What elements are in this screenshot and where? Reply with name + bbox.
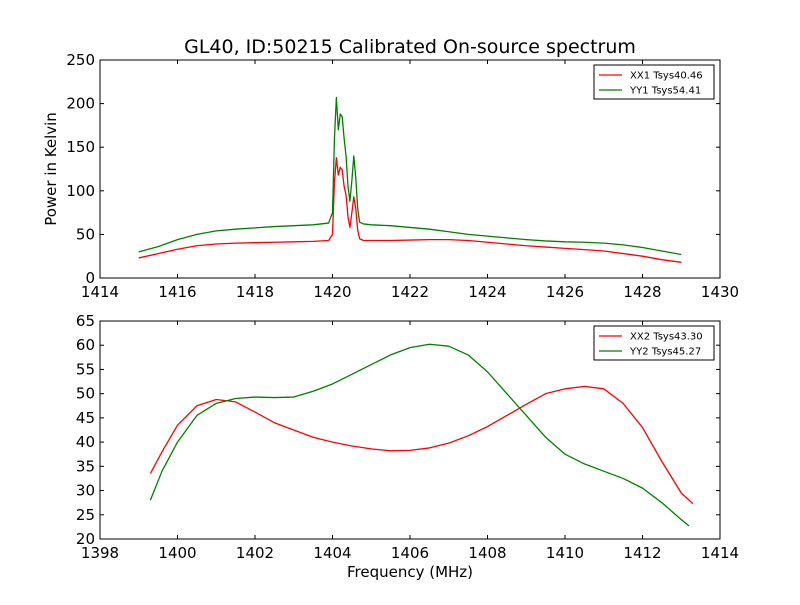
x-tick-label: 1400: [158, 544, 196, 562]
y-tick-label: 65: [76, 312, 95, 330]
x-tick-label: 1422: [391, 283, 429, 301]
y-axis-label: Power in Kelvin: [42, 112, 60, 226]
x-tick-label: 1416: [158, 283, 196, 301]
series-line-1: [149, 385, 694, 505]
x-tick-label: 1414: [81, 283, 119, 301]
x-tick-label: 1418: [236, 283, 274, 301]
legend-entry: XX1 Tsys40.46: [630, 71, 703, 82]
y-tick-label: 60: [76, 336, 95, 354]
chart-1: 1414 1416 1418 1420 1422 1424 1426 1428 1430 0 50 1…: [42, 51, 739, 301]
y-tick-label: 250: [66, 51, 95, 69]
chart-title: GL40, ID:50215 Calibrated On-source spec…: [184, 36, 636, 58]
y-tick-label: 50: [76, 385, 95, 403]
x-tick-label: 1410: [546, 544, 584, 562]
x-tick-label: 1408: [468, 544, 506, 562]
legend-box: [593, 325, 715, 361]
x-tick-label: 1430: [701, 283, 739, 301]
legend: XX1 Tsys40.46 YY1 Tsys54.41: [593, 64, 715, 100]
x-tick-label: 1428: [623, 283, 661, 301]
legend-entry: XX2 Tsys43.30: [630, 332, 703, 343]
x-tick-label: 1406: [391, 544, 429, 562]
x-tick-label: 1420: [313, 283, 351, 301]
legend-entry: YY1 Tsys54.41: [629, 86, 701, 97]
y-tick-label: 0: [85, 269, 95, 287]
x-tick-label: 1414: [701, 544, 739, 562]
series-line-1: [138, 157, 682, 263]
y-tick-label: 40: [76, 433, 95, 451]
series-line-2: [138, 96, 682, 256]
legend-entry: YY2 Tsys45.27: [629, 347, 701, 358]
chart-2: 1398 1400 1402 1404 1406 1408 1410 1412 1414 20 25…: [76, 312, 739, 581]
x-tick-label: 1404: [313, 544, 351, 562]
x-tick-label: 1424: [468, 283, 506, 301]
x-tick-label: 1426: [546, 283, 584, 301]
y-tick-label: 150: [66, 138, 95, 156]
y-tick-label: 50: [76, 225, 95, 243]
y-tick-label: 30: [76, 482, 95, 500]
y-tick-label: 35: [76, 457, 95, 475]
x-tick-label: 1402: [236, 544, 274, 562]
y-tick-label: 55: [76, 360, 95, 378]
y-tick-label: 100: [66, 182, 95, 200]
legend: XX2 Tsys43.30 YY2 Tsys45.27: [593, 325, 715, 361]
x-tick-label: 1412: [623, 544, 661, 562]
charts-layer: 1414 1416 1418 1420 1422 1424 1426 1428 14300501…: [42, 51, 739, 581]
y-tick-label: 200: [66, 95, 95, 113]
x-axis-label: Frequency (MHz): [347, 563, 473, 581]
series-line-2: [149, 343, 690, 527]
legend-box: [593, 64, 715, 100]
y-tick-label: 25: [76, 506, 95, 524]
x-tick-label: 1398: [81, 544, 119, 562]
y-tick-label: 45: [76, 409, 95, 427]
y-tick-label: 20: [76, 530, 95, 548]
